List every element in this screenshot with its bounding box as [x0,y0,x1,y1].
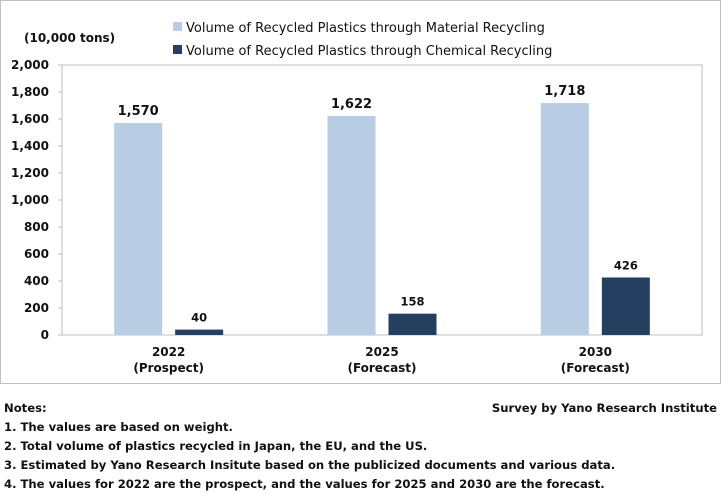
bar-material [540,103,589,335]
bar-material [114,123,163,335]
unit-label: (10,000 tons) [24,31,115,45]
data-label: 1,622 [331,97,372,112]
note-item: 1. The values are based on weight. [4,420,233,434]
legend-swatch-material [173,22,182,31]
x-tick-sublabel: (Forecast) [347,361,416,375]
y-tick-label: 1,400 [11,139,49,153]
x-tick-label: 2030 [579,345,612,359]
legend-label-chemical: Volume of Recycled Plastics through Chem… [186,44,552,59]
legend-swatch-chemical [173,45,182,54]
y-tick-label: 2,000 [11,58,49,72]
data-label: 40 [191,311,207,325]
chart: (10,000 tons) Volume of Recycled Plastic… [0,0,721,384]
notes-heading: Notes: [4,401,47,415]
bar-material [327,116,376,335]
x-tick-label: 2025 [365,345,398,359]
bar-chemical [388,313,437,335]
notes: Notes: Survey by Yano Research Institute… [4,399,719,494]
y-axis: 0 200 400 600 800 1,000 1,200 1,400 1,600 1,800 2,… [11,58,62,342]
y-tick-label: 1,800 [11,85,49,99]
note-item: 3. Estimated by Yano Research Insitute b… [4,458,616,472]
note-item: 2. Total volume of plastics recycled in … [4,439,428,453]
x-tick-sublabel: (Forecast) [561,361,630,375]
data-label: 1,718 [544,84,585,99]
y-tick-label: 0 [41,328,49,342]
legend-label-material: Volume of Recycled Plastics through Mate… [186,21,545,36]
note-item: 4. The values for 2022 are the prospect,… [4,477,605,491]
y-tick-label: 400 [24,274,49,288]
x-axis: 2022 (Prospect) 2025 (Forecast) 2030 (Forecas… [133,345,630,375]
data-label: 158 [400,295,424,309]
y-tick-label: 1,200 [11,166,49,180]
x-tick-sublabel: (Prospect) [133,361,204,375]
y-tick-label: 1,000 [11,193,49,207]
x-tick-label: 2022 [152,345,185,359]
y-tick-label: 600 [24,247,49,261]
y-tick-label: 200 [24,301,49,315]
y-tick-label: 800 [24,220,49,234]
source-credit: Survey by Yano Research Institute [491,401,717,415]
bar-chemical [175,329,224,335]
bar-chemical [601,277,650,335]
data-label: 426 [614,258,638,272]
y-tick-label: 1,600 [11,112,49,126]
data-label: 1,570 [118,104,159,119]
plot-area [61,64,703,336]
bars: 1,570 40 1,622 158 1,718 426 [114,84,650,335]
bar-chart-svg: (10,000 tons) Volume of Recycled Plastic… [0,0,721,384]
